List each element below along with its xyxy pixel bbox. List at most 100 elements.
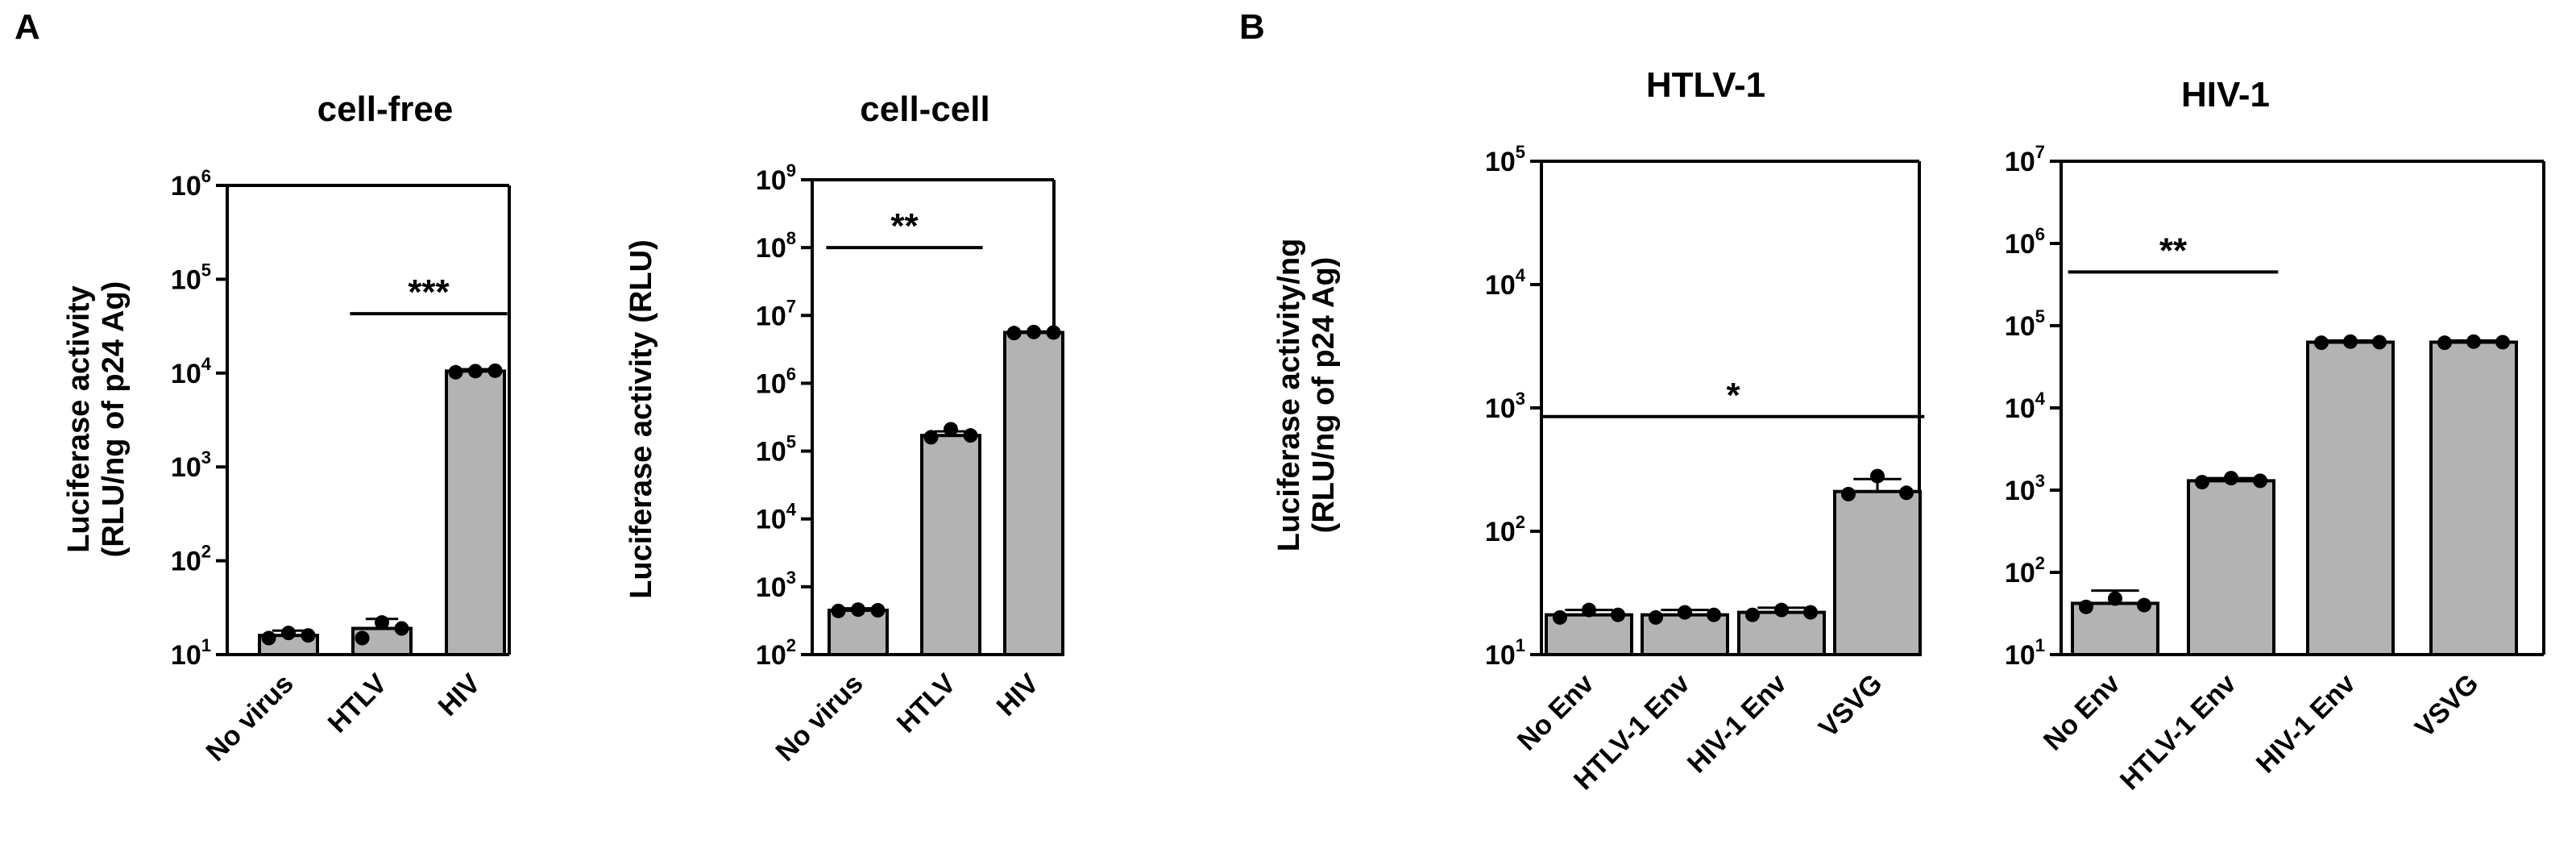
y-tick-label: 102	[2005, 553, 2045, 588]
y-tick-label: 104	[756, 500, 797, 535]
panel-label-a: A	[15, 7, 40, 47]
y-tick-label: 106	[756, 364, 796, 399]
chart-title: cell-cell	[860, 89, 989, 129]
y-tick-label: 103	[171, 447, 211, 483]
y-axis-label: Luciferase activity (RLU)	[624, 239, 658, 599]
data-point	[2137, 597, 2152, 613]
y-tick-label: 105	[171, 260, 211, 295]
data-point	[1582, 602, 1596, 618]
x-tick-label: HTLV	[322, 668, 393, 739]
x-tick-label: HTLV	[891, 668, 962, 739]
data-point	[375, 615, 389, 630]
data-point	[1678, 605, 1692, 620]
y-tick-label: 103	[1485, 389, 1525, 424]
bar	[2187, 479, 2275, 657]
data-point	[870, 603, 886, 618]
data-point	[355, 630, 370, 646]
data-point	[1006, 326, 1022, 341]
charts: cell-free Luciferase activity (RLU/ng of p…	[62, 65, 2545, 796]
y-axis-label: Luciferase activity	[62, 285, 96, 553]
data-point	[2253, 473, 2268, 489]
data-point	[1611, 607, 1626, 622]
x-tick-label: No Env	[2038, 668, 2126, 757]
y-tick-label: 103	[2005, 471, 2045, 506]
data-point	[281, 626, 296, 641]
data-point	[2108, 591, 2122, 606]
y-axis-label: (RLU/ng of p24 Ag)	[97, 281, 131, 558]
y-axis-label: Luciferase activity/ng	[1272, 239, 1306, 552]
y-tick-label: 107	[756, 296, 796, 331]
data-point	[468, 364, 483, 379]
data-point	[1744, 607, 1760, 622]
y-tick-label: 103	[756, 568, 796, 603]
bar	[2429, 340, 2518, 656]
y-tick-label: 108	[756, 228, 796, 264]
y-tick-label: 105	[2005, 306, 2045, 342]
y-tick-label: 101	[1485, 635, 1525, 671]
data-point	[1552, 609, 1567, 625]
x-tick-label: No Env	[1512, 668, 1600, 757]
data-point	[1840, 486, 1856, 501]
data-point	[1899, 485, 1914, 501]
x-tick-label: VSVG	[2409, 668, 2485, 744]
y-tick-label: 102	[1485, 512, 1525, 547]
y-tick-label: 105	[1485, 142, 1525, 177]
data-point	[1870, 468, 1885, 484]
significance-label: **	[2159, 231, 2188, 270]
data-point	[261, 630, 276, 646]
x-tick-label: VSVG	[1813, 668, 1889, 744]
data-point	[1046, 325, 1061, 340]
data-point	[2437, 335, 2452, 351]
data-point	[1707, 607, 1722, 622]
y-tick-label: 106	[2005, 224, 2045, 260]
y-tick-label: 104	[171, 354, 212, 389]
x-tick-label: HTLV-1 Env	[2114, 668, 2242, 796]
chart-title: cell-free	[317, 89, 454, 129]
y-tick-label: 102	[171, 542, 211, 577]
x-tick-label: HIV-1 Env	[2250, 668, 2362, 780]
data-point	[944, 422, 958, 437]
data-point	[2372, 335, 2387, 350]
x-tick-label: No virus	[770, 668, 869, 767]
data-point	[2343, 334, 2358, 349]
x-tick-label: HIV-1 Env	[1682, 668, 1793, 780]
chart-title: HIV-1	[2181, 75, 2270, 114]
y-tick-label: 102	[756, 635, 796, 671]
data-point	[1027, 324, 1041, 339]
y-tick-label: 101	[2005, 635, 2045, 671]
x-tick-label: HIV	[433, 668, 487, 722]
data-point	[1774, 602, 1789, 618]
data-point	[831, 603, 846, 618]
bar	[2306, 340, 2395, 656]
data-point	[2313, 335, 2329, 351]
chart-0: cell-free Luciferase activity (RLU/ng of p…	[62, 89, 511, 767]
significance-label: ***	[408, 272, 450, 312]
data-point	[1803, 605, 1819, 620]
chart-title: HTLV-1	[1646, 65, 1765, 105]
bar	[445, 369, 506, 656]
data-point	[448, 364, 463, 380]
data-point	[923, 430, 939, 445]
data-point	[963, 428, 978, 443]
data-point	[1648, 609, 1663, 625]
chart-1: cell-cell Luciferase activity (RLU) 102 103…	[624, 89, 1064, 767]
chart-2: HTLV-1 Luciferase activity/ng (RLU/ng of p…	[1272, 65, 1925, 796]
data-point	[2078, 599, 2093, 614]
data-point	[301, 628, 316, 643]
data-point	[2194, 475, 2209, 490]
significance-label: *	[1726, 376, 1740, 415]
bar	[1003, 331, 1064, 656]
data-point	[2466, 334, 2481, 349]
y-tick-label: 106	[171, 166, 211, 202]
data-point	[851, 602, 865, 618]
bar	[1833, 489, 1922, 656]
y-tick-label: 107	[2005, 142, 2045, 177]
y-tick-label: 105	[756, 432, 796, 468]
bar	[920, 434, 981, 656]
y-tick-label: 104	[2005, 389, 2046, 424]
data-point	[2224, 471, 2238, 486]
x-tick-label: HIV	[991, 668, 1045, 722]
data-point	[487, 363, 503, 378]
